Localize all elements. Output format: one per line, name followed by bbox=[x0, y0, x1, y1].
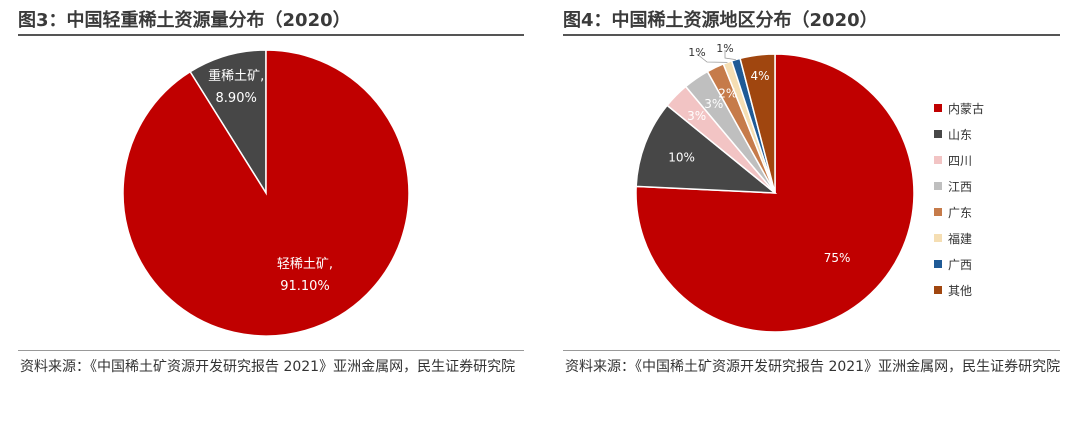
legend-label-6: 广西 bbox=[948, 257, 973, 272]
pie-label-value-5: 1% bbox=[688, 46, 705, 59]
pie-label-value-0: 75% bbox=[824, 251, 851, 265]
pie-slice-0 bbox=[635, 53, 915, 333]
figure-4-pie-chart: 75%10%3%3%2%1% 1%4% bbox=[635, 42, 915, 333]
legend-label-0: 内蒙古 bbox=[948, 101, 985, 116]
figure-3-panel: 图3：中国轻重稀土资源量分布（2020） 重稀土矿, 8.90% 轻稀土矿, 91.1… bbox=[0, 0, 530, 427]
pie-leader-line-6 bbox=[724, 50, 736, 61]
figure-4-title: 图4：中国稀土资源地区分布（2020） bbox=[563, 10, 878, 31]
legend-swatch-7 bbox=[934, 286, 942, 294]
pie-label-value-1: 91.10% bbox=[280, 279, 330, 294]
pie-label-name-1: 轻稀土矿, bbox=[277, 257, 333, 272]
figure-3-source: 资料来源：《中国稀土矿资源开发研究报告 2021》亚洲金属网，民生证券研究院 bbox=[20, 359, 516, 375]
legend-item-7: 其他 bbox=[934, 277, 984, 303]
figure-4-panel: 图4：中国稀土资源地区分布（2020） 75% 10% 3% 3% 2% 1% 1% 4% 内… bbox=[549, 0, 1080, 427]
pie-label-value-0: 8.90% bbox=[216, 91, 257, 106]
legend-swatch-6 bbox=[934, 260, 942, 268]
pie-label-value-7: 4% bbox=[751, 69, 770, 83]
figure-3-title: 图3：中国轻重稀土资源量分布（2020） bbox=[18, 10, 351, 31]
pie-label-name-0: 重稀土矿, bbox=[208, 68, 264, 84]
legend-swatch-2 bbox=[934, 156, 942, 164]
legend-item-6: 广西 bbox=[934, 251, 984, 277]
legend-label-3: 江西 bbox=[948, 179, 973, 194]
pie-label-value-3: 3% bbox=[704, 97, 723, 111]
pie-label-value-6: 1% bbox=[716, 42, 733, 55]
pie-slice-1 bbox=[122, 49, 410, 337]
pie-label-value-4: 2% bbox=[718, 87, 737, 101]
figure-3-bottom-rule bbox=[18, 350, 524, 351]
pie-label-value-1: 10% bbox=[668, 150, 695, 164]
legend-label-5: 福建 bbox=[948, 231, 973, 246]
figure-3-top-rule bbox=[18, 34, 524, 36]
legend-item-3: 江西 bbox=[934, 173, 984, 199]
legend-swatch-0 bbox=[934, 104, 942, 112]
pie-label-value-2: 3% bbox=[687, 109, 706, 123]
figure-4-top-rule bbox=[563, 34, 1060, 36]
legend-label-2: 四川 bbox=[948, 153, 973, 168]
figure-4-source: 资料来源：《中国稀土矿资源开发研究报告 2021》亚洲金属网，民生证券研究院 bbox=[565, 359, 1061, 375]
pie-slice-1 bbox=[635, 104, 778, 194]
figure-3-pie-chart: 重稀土矿, 8.90% 轻稀土矿, 91.10% bbox=[122, 49, 410, 337]
legend-item-4: 广东 bbox=[934, 199, 984, 225]
figure-4-bottom-rule bbox=[563, 350, 1060, 351]
legend-item-5: 福建 bbox=[934, 225, 984, 251]
pie-slice-7 bbox=[739, 53, 776, 194]
legend-item-0: 内蒙古 bbox=[934, 95, 984, 121]
legend-item-2: 四川 bbox=[934, 147, 984, 173]
legend-label-4: 广东 bbox=[948, 205, 973, 220]
pie-slice-0 bbox=[189, 49, 267, 196]
legend-label-1: 山东 bbox=[948, 127, 973, 142]
legend-swatch-4 bbox=[934, 208, 942, 216]
legend-swatch-5 bbox=[934, 234, 942, 242]
legend-swatch-1 bbox=[934, 130, 942, 138]
figure-4-legend: 内蒙古山东四川江西广东福建广西其他 bbox=[934, 95, 984, 303]
legend-swatch-3 bbox=[934, 182, 942, 190]
legend-label-7: 其他 bbox=[948, 283, 973, 298]
legend-item-1: 山东 bbox=[934, 121, 984, 147]
pie-leader-line-5 bbox=[696, 53, 728, 63]
